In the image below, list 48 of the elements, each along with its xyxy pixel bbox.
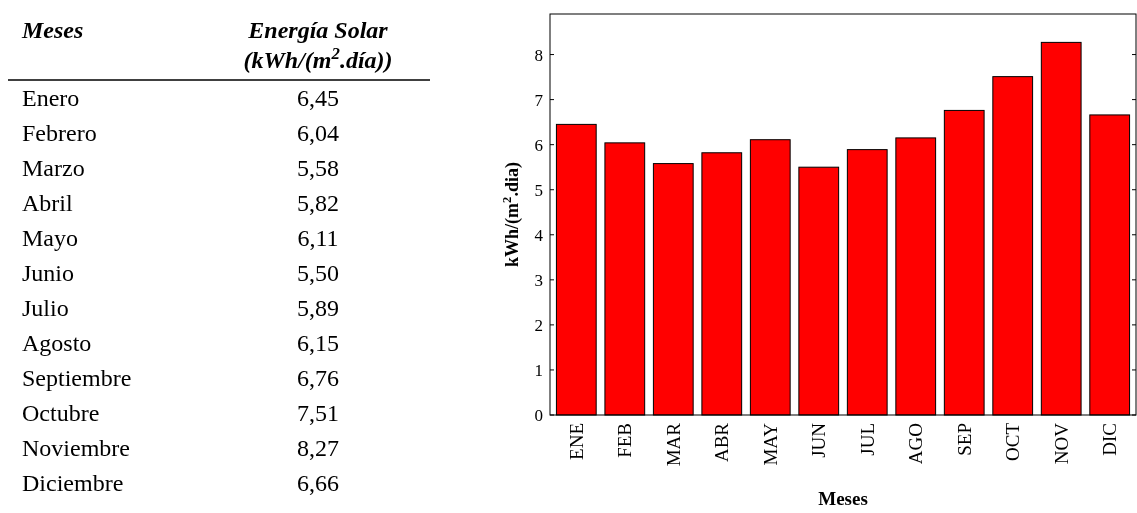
category-label: Marzo: [22, 155, 85, 181]
y-tick-label: 4: [534, 225, 544, 245]
text: 6,45: [297, 85, 339, 111]
x-tick-label: NOV: [1050, 422, 1072, 465]
text: 6,04: [297, 120, 339, 146]
x-tick-label: ABR: [711, 422, 733, 463]
x-tick-label: SEP: [953, 423, 975, 456]
y-tick-label: 7: [534, 90, 544, 110]
y-tick-label: 5: [534, 180, 543, 200]
x-tick-label: MAR: [662, 422, 684, 467]
category-label: Junio: [22, 260, 75, 286]
category-label: Mayo: [22, 225, 78, 251]
y-tick-label: 3: [534, 270, 543, 290]
text: 5,58: [297, 155, 339, 181]
category-label: Septiembre: [22, 365, 132, 391]
text: 6,15: [297, 330, 339, 356]
text: 6,66: [297, 470, 339, 496]
category-label: Febrero: [22, 120, 97, 146]
x-tick-label: MAY: [759, 422, 781, 466]
text: Energía Solar (kWh/(m$^{2}$.día)): [243, 17, 393, 73]
x-tick-label: OCT: [1002, 422, 1024, 461]
text: 7,51: [297, 400, 339, 426]
y-tick-label: 6: [534, 135, 543, 155]
text: 6,76: [297, 365, 339, 391]
text: Meses: [21, 17, 84, 43]
y-tick-label: 1: [534, 360, 543, 380]
category-label: Julio: [22, 295, 69, 321]
x-tick-label: FEB: [614, 423, 636, 458]
x-tick-label: JUN: [808, 422, 830, 458]
category-label: Noviembre: [22, 435, 130, 461]
category-label: Diciembre: [22, 470, 124, 496]
text: 5,82: [297, 190, 339, 216]
category-label: Octubre: [22, 400, 100, 426]
x-axis-title: Meses: [818, 488, 868, 509]
x-tick-label: AGO: [905, 423, 927, 465]
y-tick-label: 8: [534, 45, 543, 65]
x-tick-label: DIC: [1099, 423, 1121, 456]
x-tick-label: JUL: [856, 423, 878, 456]
text: 5,50: [297, 260, 339, 286]
y-tick-label: 2: [534, 315, 543, 335]
text: 6,11: [297, 225, 339, 251]
category-label: Abril: [22, 190, 73, 216]
category-label: Enero: [22, 85, 80, 111]
x-tick-label: ENE: [565, 423, 587, 460]
category-label: Agosto: [22, 330, 92, 356]
y-tick-label: 0: [534, 405, 543, 425]
text: 5,89: [297, 295, 339, 321]
text: 8,27: [297, 435, 339, 461]
